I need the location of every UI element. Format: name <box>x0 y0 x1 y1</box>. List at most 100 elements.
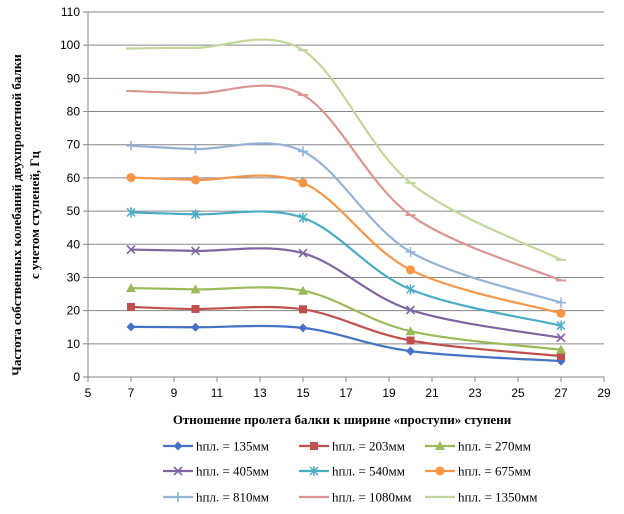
data-point-s6-4 <box>406 265 415 275</box>
y-tick-labels: 0 10 20 30 40 50 60 70 80 90 100 110 <box>60 5 80 384</box>
x-tick-label: 27 <box>554 386 568 400</box>
data-point-s5-3 <box>298 212 308 223</box>
data-point-s5-1 <box>126 207 136 218</box>
y-axis-label-line-1: Частота собственных колебаний двухпролет… <box>9 54 24 376</box>
data-point-s7-1 <box>126 140 136 151</box>
series-line-8 <box>130 84 562 282</box>
legend-label: hпл. = 810мм <box>196 490 269 505</box>
data-point-s3-2 <box>190 284 201 294</box>
x-tick-label: 25 <box>511 386 525 400</box>
x-tick-label: 21 <box>425 386 439 400</box>
data-point-s3-1 <box>126 283 136 293</box>
data-point-s6-1 <box>126 173 136 183</box>
data-point-s1-2 <box>191 322 200 332</box>
y-tick-label: 40 <box>67 237 81 251</box>
data-point-s6-5 <box>556 308 566 318</box>
legend-label: hпл. = 270мм <box>458 439 531 454</box>
series-line-2 <box>130 305 562 358</box>
data-point-s7-5 <box>556 297 566 308</box>
grid-lines <box>88 11 604 345</box>
legend-item-3: hпл. = 270мм <box>425 439 531 454</box>
x-tick-label: 19 <box>382 386 396 400</box>
x-tick-label: 5 <box>85 386 92 400</box>
series-lines <box>130 38 562 363</box>
legend-item-2: hпл. = 203мм <box>299 439 405 454</box>
x-tick-label: 15 <box>296 386 310 400</box>
y-tick-label: 100 <box>60 38 80 52</box>
series-markers <box>126 46 566 366</box>
legend-item-7: hпл. = 810мм <box>163 490 269 505</box>
series-line-3 <box>130 286 562 351</box>
legend-item-5: hпл. = 540мм <box>299 464 405 479</box>
y-tick-label: 30 <box>67 270 81 284</box>
data-point-s2-4 <box>406 336 415 345</box>
data-point-s3-4 <box>405 326 416 336</box>
legend-label: hпл. = 405мм <box>196 464 269 479</box>
x-tick-label: 29 <box>597 386 611 400</box>
legend-marker <box>173 466 183 476</box>
x-tick-label: 7 <box>128 386 135 400</box>
legend-item-9: hпл. = 1350мм <box>425 490 537 505</box>
data-point-s4-5 <box>556 333 566 343</box>
x-tick-labels: 5 7 9 11 13 15 17 19 21 23 25 27 29 <box>85 386 611 400</box>
x-tick-label: 9 <box>171 386 178 400</box>
x-tick-label: 23 <box>468 386 482 400</box>
series-line-4 <box>130 247 562 339</box>
data-point-s7-2 <box>190 144 201 155</box>
y-tick-label: 0 <box>73 370 80 384</box>
data-point-s5-5 <box>556 320 566 331</box>
series-line-7 <box>130 142 562 304</box>
y-tick-label: 90 <box>67 71 81 85</box>
legend-marker <box>435 441 445 450</box>
legend-label: hпл. = 203мм <box>332 439 405 454</box>
legend-marker <box>173 441 183 451</box>
data-point-s4-3 <box>298 248 308 258</box>
data-point-s7-4 <box>405 246 416 257</box>
y-axis-label-line-2: с учетом ступеней, Гц <box>27 151 42 279</box>
data-point-s2-3 <box>299 305 307 314</box>
legend-item-4: hпл. = 405мм <box>163 464 269 479</box>
legend-label: hпл. = 540мм <box>332 464 405 479</box>
y-tick-label: 10 <box>67 337 81 351</box>
legend-item-8: hпл. = 1080мм <box>299 490 411 505</box>
legend-marker <box>309 466 319 476</box>
series-line-9 <box>130 38 562 261</box>
y-tick-label: 80 <box>67 105 81 119</box>
legend-item-1: hпл. = 135мм <box>163 439 269 454</box>
data-point-s5-4 <box>405 284 416 295</box>
legend-label: hпл. = 135мм <box>196 439 269 454</box>
legend-label: hпл. = 675мм <box>458 464 531 479</box>
series-line-5 <box>130 210 562 327</box>
x-tick-label: 17 <box>339 386 353 400</box>
data-point-s5-2 <box>190 209 201 220</box>
legend: hпл. = 135мм hпл. = 203мм hпл. = 270мм hпл.… <box>163 439 537 505</box>
y-tick-label: 70 <box>67 138 81 152</box>
data-point-s2-1 <box>127 302 135 311</box>
y-tick-label: 110 <box>61 5 80 19</box>
data-point-s6-2 <box>191 175 200 185</box>
data-point-s4-1 <box>126 245 136 255</box>
data-point-s2-5 <box>557 352 565 361</box>
series-line-1 <box>130 324 562 363</box>
data-point-s7-3 <box>298 146 308 157</box>
series-line-6 <box>130 174 562 315</box>
axes <box>83 11 605 382</box>
y-tick-label: 50 <box>67 204 81 218</box>
data-point-s4-2 <box>190 246 201 256</box>
data-point-s3-3 <box>298 285 308 295</box>
legend-marker <box>435 466 445 476</box>
data-point-s1-4 <box>406 346 415 356</box>
x-axis-label: Отношение пролета балки к ширине «просту… <box>173 412 512 427</box>
data-point-s2-2 <box>191 304 200 313</box>
y-tick-label: 60 <box>67 171 81 185</box>
legend-item-6: hпл. = 675мм <box>425 464 531 479</box>
legend-label: hпл. = 1080мм <box>332 490 411 505</box>
legend-marker <box>310 442 318 450</box>
x-tick-label: 13 <box>253 386 267 400</box>
data-point-s4-4 <box>405 305 416 315</box>
data-point-s1-1 <box>126 322 136 332</box>
legend-marker <box>173 492 183 502</box>
legend-label: hпл. = 1350мм <box>458 490 537 505</box>
data-point-s6-3 <box>298 178 308 188</box>
